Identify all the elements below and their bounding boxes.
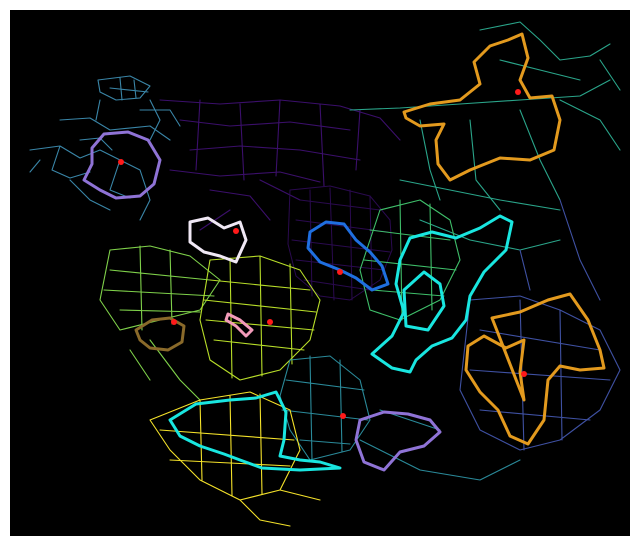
route-center-east [370, 214, 514, 374]
network-north [159, 99, 401, 231]
route-east [464, 292, 606, 446]
routes-layer [82, 32, 606, 472]
network-west-lime [199, 255, 321, 381]
network-northwest [29, 75, 181, 221]
marker-west [171, 319, 177, 325]
network-northeast [349, 21, 621, 251]
marker-northwest [118, 159, 124, 165]
marker-east [521, 371, 527, 377]
network-east [459, 199, 621, 451]
network-center [287, 185, 393, 301]
route-west-center [188, 216, 248, 264]
route-northeast [402, 32, 562, 182]
marker-south-center [340, 413, 346, 419]
route-west [134, 316, 186, 352]
marker-center [337, 269, 343, 275]
route-southwest [168, 390, 342, 472]
route-northwest [82, 130, 162, 200]
route-center [306, 220, 390, 292]
route-south-center [354, 410, 442, 472]
street-network-layer [29, 21, 621, 527]
marker-west-center [233, 228, 239, 234]
marker-west-lime [267, 319, 273, 325]
marker-northeast [515, 89, 521, 95]
route-pink [224, 312, 254, 338]
network-west-green [99, 245, 221, 401]
marker-layer [118, 89, 527, 419]
